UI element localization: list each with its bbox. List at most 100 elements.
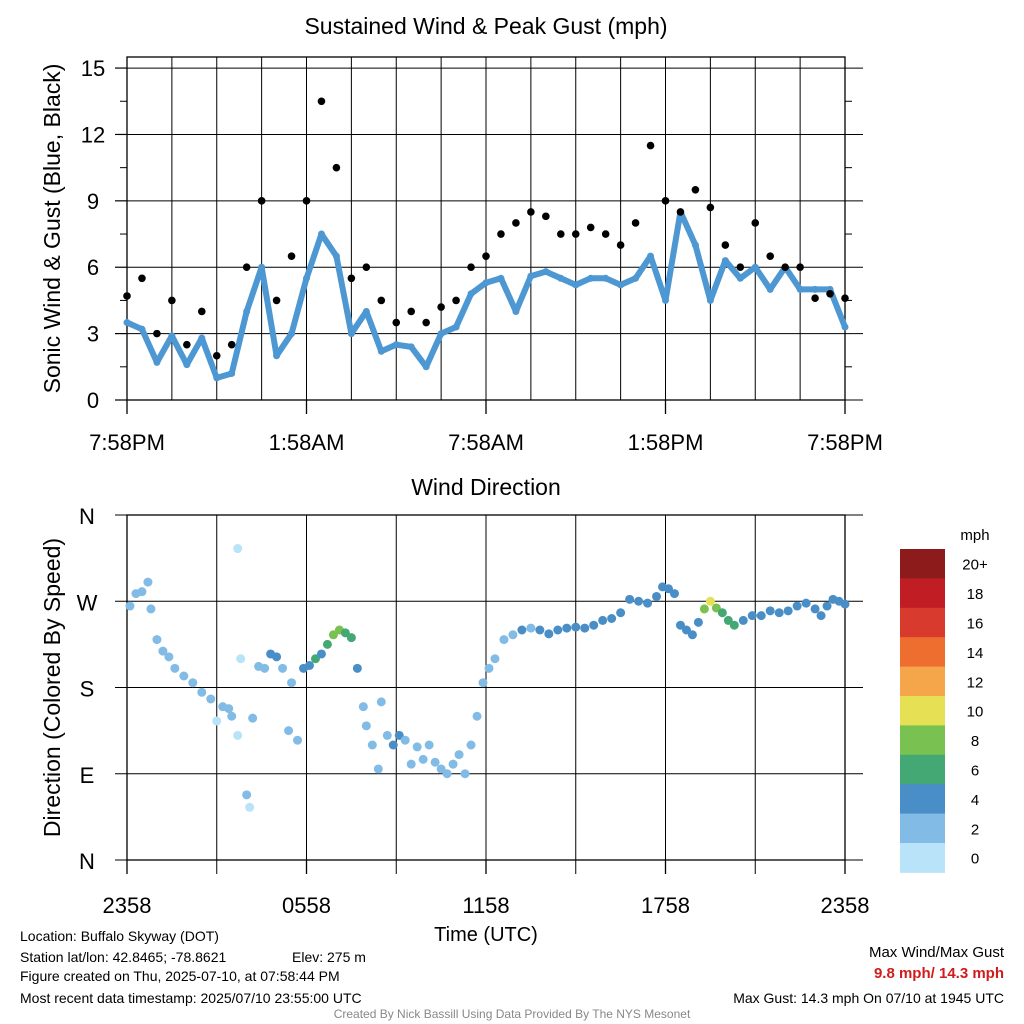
bottom-x-tick-label: 1158	[462, 893, 509, 918]
direction-point	[352, 663, 362, 673]
sustained-wind-point	[258, 263, 266, 271]
direction-point	[625, 594, 635, 604]
direction-point	[681, 625, 691, 635]
sustained-wind-point	[332, 252, 340, 260]
sustained-wind-point	[168, 332, 176, 340]
direction-point	[406, 759, 416, 769]
sustained-wind-point	[497, 274, 505, 282]
direction-point	[466, 740, 476, 750]
direction-point	[499, 635, 509, 645]
direction-point	[346, 633, 356, 643]
sustained-wind-point	[691, 241, 699, 249]
direction-point	[316, 649, 326, 659]
top-x-tick-label: 7:58AM	[448, 430, 524, 455]
direction-point	[652, 591, 662, 601]
top-y-tick-label: 12	[81, 122, 105, 147]
direction-point	[424, 740, 434, 750]
direction-point	[233, 544, 243, 554]
direction-point	[418, 754, 428, 764]
direction-point	[278, 663, 288, 673]
gust-point	[631, 219, 640, 227]
bottom-x-tick-label: 2358	[103, 893, 152, 918]
gust-point	[183, 340, 191, 349]
gust-point	[212, 351, 221, 360]
gust-point	[482, 252, 490, 260]
gust-point	[377, 296, 386, 305]
bottom-y-tick-label: N	[79, 504, 95, 529]
direction-point	[693, 617, 703, 627]
direction-point	[125, 601, 135, 611]
bottom-chart-title: Wind Direction	[411, 474, 561, 500]
gust-point	[138, 274, 146, 283]
top-x-tick-label: 1:58AM	[269, 430, 345, 455]
sustained-wind-point	[362, 307, 370, 315]
direction-point	[245, 802, 255, 812]
legend-label: 8	[971, 733, 979, 750]
top-x-tick-label: 7:58PM	[89, 430, 165, 455]
bottom-x-tick-label: 0558	[282, 893, 331, 918]
sustained-wind-point	[317, 230, 325, 238]
direction-point	[643, 598, 653, 608]
direction-point	[394, 730, 404, 740]
direction-point	[840, 599, 850, 609]
direction-point	[535, 625, 545, 635]
sustained-wind-point	[811, 285, 819, 293]
direction-point	[553, 625, 563, 635]
direction-point	[322, 639, 332, 649]
direction-point	[687, 630, 697, 640]
direction-point	[675, 620, 685, 630]
gust-point	[556, 230, 565, 238]
direction-point	[607, 614, 617, 623]
sustained-wind-point	[347, 330, 355, 338]
direction-point	[272, 652, 282, 662]
legend-label: 16	[967, 616, 984, 633]
gust-point	[542, 212, 550, 221]
sustained-wind-point	[706, 296, 714, 304]
direction-point	[663, 584, 673, 594]
gust-point	[571, 230, 580, 238]
gust-point	[257, 197, 266, 205]
legend-label: 20+	[962, 557, 988, 574]
sustained-wind-point	[183, 361, 191, 369]
gust-point	[153, 329, 161, 338]
gust-point	[407, 307, 416, 316]
sustained-wind-point	[632, 274, 640, 282]
direction-point	[816, 611, 826, 621]
legend-label: 12	[967, 674, 984, 691]
sustained-wind-point	[587, 274, 595, 282]
direction-point	[146, 604, 156, 614]
direction-point	[376, 697, 386, 707]
direction-point	[478, 678, 488, 688]
gust-point	[287, 252, 296, 260]
direction-point	[801, 598, 811, 608]
legend-title: mph	[960, 527, 989, 544]
gust-point	[616, 241, 625, 249]
gust-point	[736, 263, 745, 272]
gust-point	[586, 223, 595, 232]
credit-text: Created By Nick Bassill Using Data Provi…	[333, 1007, 691, 1021]
sustained-wind-point	[557, 274, 565, 282]
direction-point	[669, 589, 679, 599]
sustained-wind-point	[407, 343, 415, 351]
sustained-wind-point	[736, 274, 744, 282]
gust-point	[242, 263, 251, 272]
direction-point	[304, 660, 314, 670]
legend-label: 0	[971, 851, 979, 868]
sustained-wind-point	[482, 279, 490, 287]
legend-swatch	[900, 637, 945, 668]
direction-point	[358, 702, 368, 712]
direction-point	[212, 716, 222, 726]
direction-point	[490, 654, 500, 664]
sustained-wind-point	[647, 252, 655, 260]
recent-data-text: Most recent data timestamp: 2025/07/10 2…	[20, 990, 362, 1006]
legend-swatch	[900, 813, 945, 844]
sustained-wind-point	[198, 334, 206, 342]
sustained-wind-point	[572, 281, 580, 289]
direction-point	[783, 606, 793, 616]
gust-point	[646, 141, 655, 150]
direction-point	[400, 735, 410, 745]
direction-point	[158, 646, 168, 656]
sustained-wind-point	[437, 330, 445, 338]
direction-point	[248, 713, 258, 723]
direction-point	[430, 757, 440, 767]
